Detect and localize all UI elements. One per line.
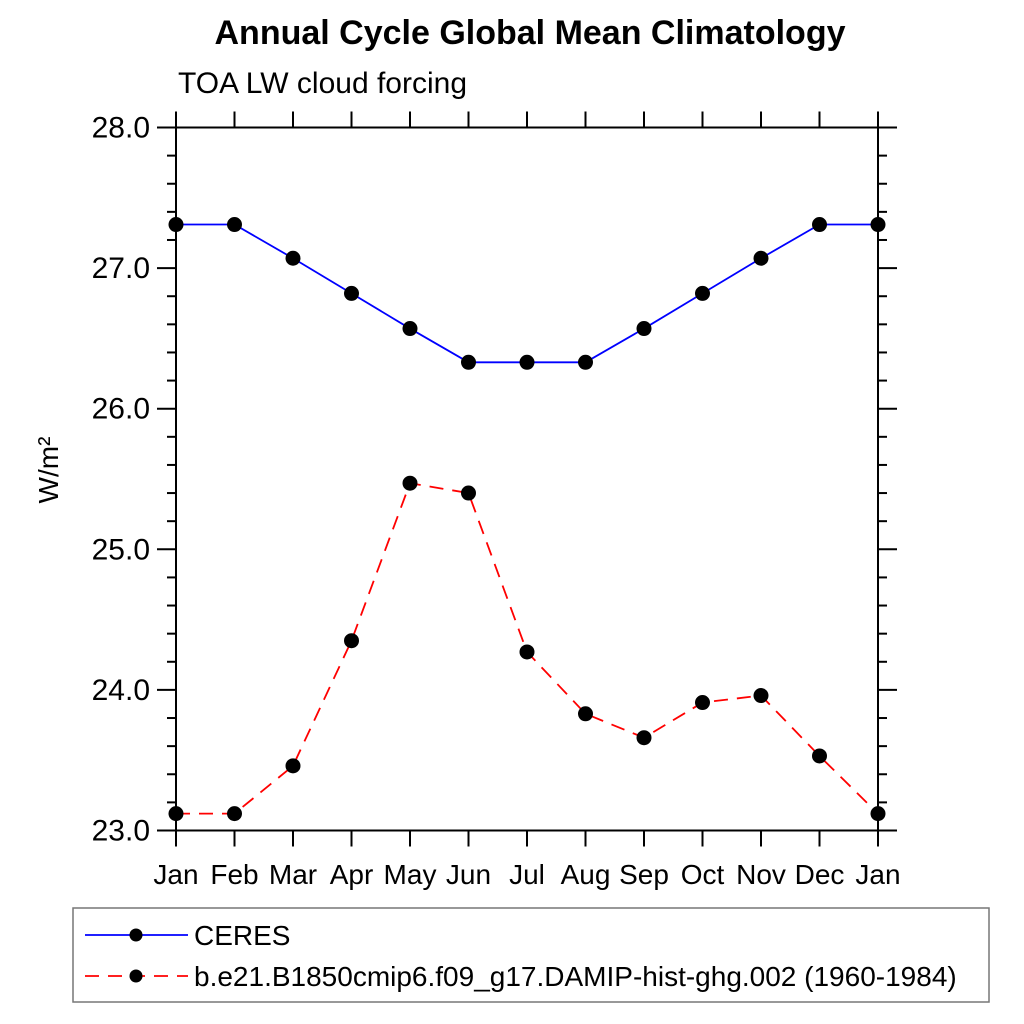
data-point-marker: [344, 285, 359, 301]
legend-item-model: b.e21.B1850cmip6.f09_g17.DAMIP-hist-ghg.…: [85, 961, 957, 992]
chart-subtitle: TOA LW cloud forcing: [178, 67, 467, 100]
data-point-marker: [753, 250, 769, 266]
data-point-marker: [812, 748, 827, 764]
y-tick-label: 27.0: [92, 252, 150, 285]
chart-title: Annual Cycle Global Mean Climatology: [215, 14, 846, 52]
x-tick-label: Jan: [153, 859, 198, 890]
y-tick-label: 28.0: [92, 112, 150, 145]
y-axis-label: W/m²: [33, 437, 64, 504]
data-point-marker: [753, 688, 769, 704]
x-tick-label: Mar: [269, 859, 317, 890]
x-tick-label: Nov: [736, 859, 786, 890]
series-line-ceres: [176, 223, 878, 364]
data-point-marker: [402, 321, 418, 337]
x-tick-label: Sep: [619, 859, 669, 890]
x-tick-label: Jan: [855, 859, 900, 890]
data-point-marker: [344, 633, 359, 649]
data-point-marker: [578, 706, 593, 722]
plot-area: Jan Feb Mar Apr May Jun Jul Aug Sep Oct Nov Dec Jan2…: [92, 111, 901, 890]
data-point-marker: [519, 644, 535, 660]
x-tick-label: May: [384, 859, 437, 890]
data-point-marker: [519, 354, 535, 370]
legend-label-ceres: CERES: [194, 920, 290, 951]
data-point-marker: [461, 354, 476, 370]
data-point-marker: [168, 217, 184, 233]
legend-marker-dot-icon: [129, 969, 143, 983]
x-tick-label: Jul: [509, 859, 545, 890]
data-point-marker: [870, 806, 886, 822]
data-point-marker: [870, 217, 886, 233]
data-point-marker: [227, 217, 242, 233]
data-point-marker: [636, 730, 652, 746]
legend-marker-dot-icon: [129, 928, 143, 942]
legend: CERES b.e21.B1850cmip6.f09_g17.DAMIP-his…: [72, 907, 990, 1003]
axis-frame: [175, 126, 879, 832]
data-point-marker: [636, 321, 652, 337]
x-tick-label: Dec: [795, 859, 845, 890]
data-point-marker: [285, 250, 301, 266]
y-tick-label: 23.0: [92, 815, 150, 848]
data-point-marker: [695, 285, 710, 301]
data-point-marker: [227, 806, 242, 822]
x-tick-label: Feb: [210, 859, 258, 890]
data-point-marker: [812, 217, 827, 233]
y-tick-label: 24.0: [92, 674, 150, 707]
y-tick-label: 25.0: [92, 533, 150, 566]
data-point-marker: [578, 354, 593, 370]
x-tick-label: Aug: [561, 859, 611, 890]
x-tick-label: Oct: [681, 859, 725, 890]
data-point-marker: [402, 475, 418, 491]
legend-label-model: b.e21.B1850cmip6.f09_g17.DAMIP-hist-ghg.…: [194, 961, 957, 992]
x-tick-label: Jun: [446, 859, 491, 890]
legend-box: [72, 907, 990, 1003]
data-point-marker: [168, 806, 184, 822]
y-tick-label: 26.0: [92, 393, 150, 426]
data-point-marker: [695, 695, 710, 711]
legend-item-ceres: CERES: [85, 920, 290, 951]
x-tick-label: Apr: [330, 859, 374, 890]
data-point-marker: [285, 758, 301, 774]
data-point-marker: [461, 485, 476, 501]
